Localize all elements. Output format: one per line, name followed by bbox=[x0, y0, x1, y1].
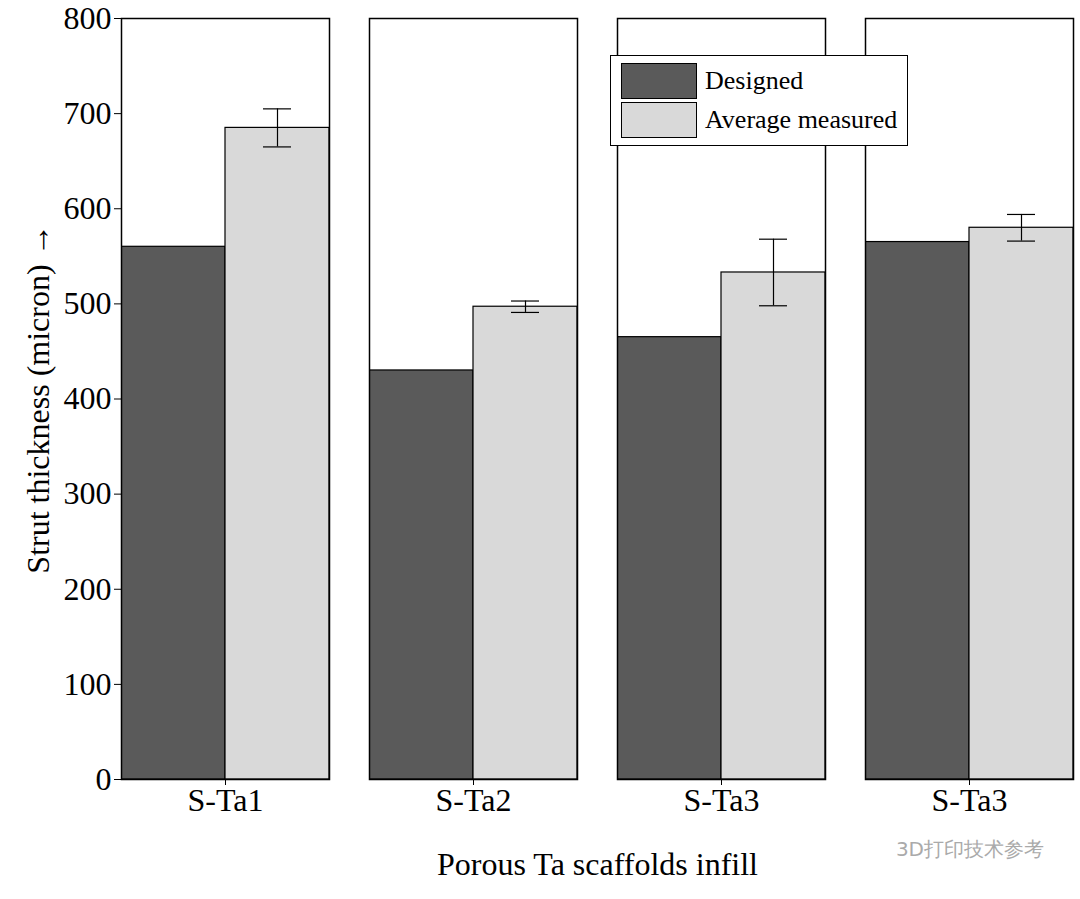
svg-text:100: 100 bbox=[64, 666, 112, 702]
svg-text:400: 400 bbox=[64, 380, 112, 416]
svg-text:Porous Ta scaffolds infill: Porous Ta scaffolds infill bbox=[437, 846, 758, 882]
html-text:3D打印技术参考: 3D打印技术参考 bbox=[895, 837, 1044, 861]
svg-text:S-Ta3: S-Ta3 bbox=[684, 782, 760, 818]
svg-text:S-Ta2: S-Ta2 bbox=[436, 782, 512, 818]
svg-text:S-Ta1: S-Ta1 bbox=[188, 782, 264, 818]
svg-text:800: 800 bbox=[64, 0, 112, 36]
svg-text:300: 300 bbox=[64, 475, 112, 511]
svg-text:S-Ta3: S-Ta3 bbox=[932, 782, 1008, 818]
svg-text:200: 200 bbox=[64, 570, 112, 606]
svg-text:500: 500 bbox=[64, 285, 112, 321]
svg-text:700: 700 bbox=[64, 95, 112, 131]
svg-text:0: 0 bbox=[96, 761, 112, 797]
svg-text:600: 600 bbox=[64, 190, 112, 226]
svg-text:Strut thickness (micron) →: Strut thickness (micron) → bbox=[20, 224, 56, 573]
html-text:Designed: Designed bbox=[705, 66, 804, 95]
html-text:Average measured: Average measured bbox=[705, 105, 898, 134]
